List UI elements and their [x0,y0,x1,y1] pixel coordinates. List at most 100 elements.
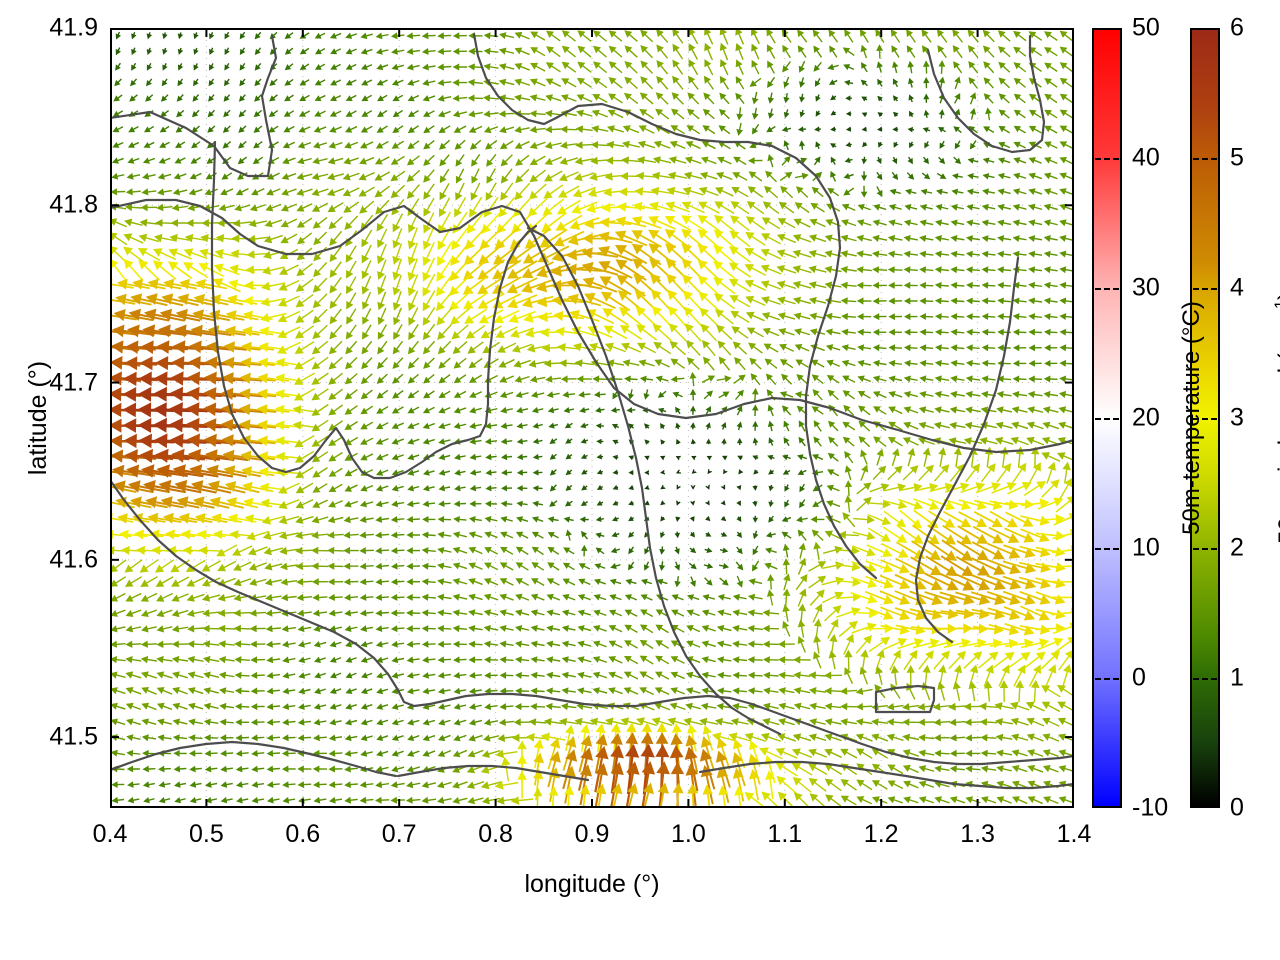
wind-arrow [865,560,894,573]
wind-arrow [747,687,763,695]
wind-arrow [811,186,824,198]
wind-arrow [249,578,267,586]
wind-arrow [700,323,717,342]
wind-arrow [686,340,701,356]
wind-arrow [876,44,884,59]
wind-arrow [628,455,634,461]
wind-arrow [624,609,638,617]
x-tick-label-1.3: 1.3 [960,820,995,848]
wind-arrow [295,531,314,540]
wind-arrow [329,261,342,278]
wind-arrow [843,64,855,71]
wind-arrow [667,289,689,313]
wind-arrow [266,188,281,196]
wind-arrow [902,437,919,446]
wind-arrow [561,61,577,73]
wind-arrow [913,509,939,529]
y-tick-label-41.9: 41.9 [49,13,98,42]
wind-arrow [265,593,282,602]
wind-arrow [524,227,551,249]
wind-arrow [124,218,143,227]
wind-arrow [312,157,328,165]
wind-arrow [275,404,303,415]
wind-arrow [604,172,627,181]
wind-arrow [215,234,238,243]
wind-arrow [592,671,608,679]
wind-arrow [1024,651,1046,669]
wind-arrow [391,485,404,492]
wind-arrow [622,359,640,367]
wind-arrow [561,625,576,632]
wind-arrow [875,666,883,685]
wind-arrow [736,107,744,121]
wind-arrow [793,296,811,305]
wind-arrow [596,454,604,460]
wind-arrow [579,407,590,413]
wind-arrow [704,577,713,586]
wind-arrow [888,281,903,289]
wind-arrow [391,438,404,445]
wind-arrow [112,592,126,602]
wind-arrow [843,187,855,196]
wind-arrow [967,30,979,43]
wind-arrow [752,515,759,523]
wind-arrow [822,591,844,604]
wind-arrow [871,733,889,742]
wind-arrow [966,235,980,242]
wind-arrow [437,687,451,695]
wind-arrow [292,405,317,415]
wind-arrow [171,625,189,633]
wind-arrow [1042,749,1059,757]
wind-arrow [877,126,883,132]
wind-arrow [143,480,186,494]
wind-arrow [514,375,530,383]
wind-arrow [1035,562,1066,573]
wind-arrow [328,750,343,757]
wind-arrow [1059,359,1072,367]
wind-arrow [560,125,578,134]
wind-arrow [547,750,561,788]
wind-arrow [845,95,852,101]
wind-arrow [406,781,421,789]
wind-arrow [223,109,231,118]
wind-arrow [997,328,1011,336]
wind-arrow [438,211,451,234]
wind-arrow [812,454,824,461]
wind-arrow [824,718,842,726]
wind-colorbar-tickmark [1193,678,1217,680]
wind-arrow [376,406,389,414]
wind-arrow [998,109,1010,119]
wind-arrow [666,186,689,196]
wind-arrow [344,625,358,632]
wind-arrow [624,640,638,649]
wind-arrow [950,266,965,274]
wind-arrow [406,169,421,182]
wind-arrow [857,204,871,211]
wind-arrow [344,373,358,385]
wind-arrow [330,79,342,86]
wind-arrow [112,172,125,180]
boundary-path [112,480,1072,766]
wind-arrow [595,516,604,522]
wind-arrow [312,593,328,602]
wind-arrow [375,640,389,648]
wind-arrow [438,469,451,476]
wind-arrow [515,609,530,617]
wind-arrow [468,125,483,133]
wind-arrow [123,246,144,263]
wind-arrow [1035,577,1066,589]
wind-arrow [140,576,158,587]
wind-arrow [209,496,244,509]
wind-arrow [966,250,980,258]
wind-arrow [841,203,856,211]
wind-arrow [471,154,481,167]
wind-arrow [113,309,154,322]
wind-arrow [437,625,452,633]
wind-arrow [794,202,810,214]
wind-arrow [112,718,126,726]
wind-arrow [377,275,387,296]
wind-arrow [344,436,359,446]
wind-arrow [697,244,721,265]
wind-arrow [934,765,950,773]
wind-arrow [713,277,736,295]
